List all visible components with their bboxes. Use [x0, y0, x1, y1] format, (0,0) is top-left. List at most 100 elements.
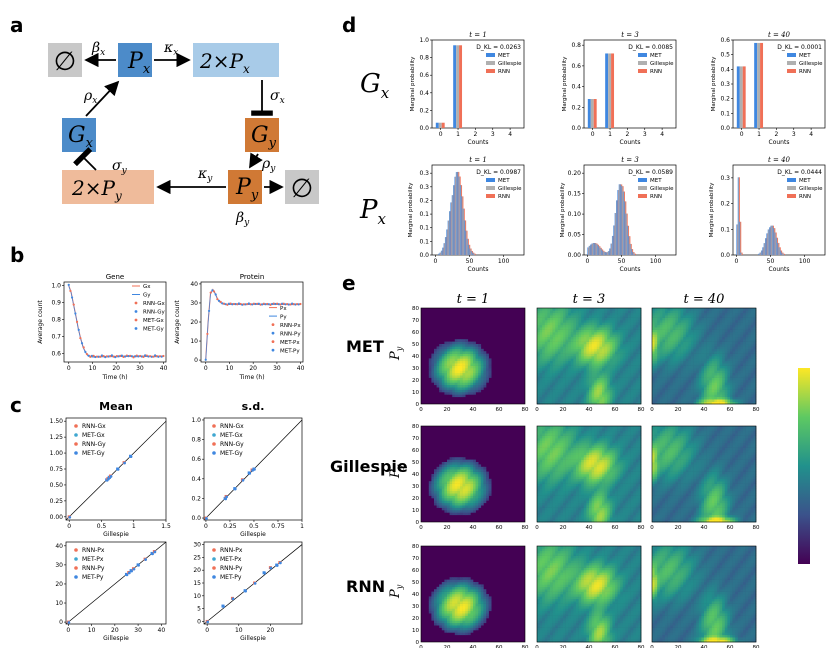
e02-cell	[745, 394, 749, 398]
e00-cell	[441, 363, 445, 366]
c2-xtick-label: 1	[300, 523, 304, 530]
dg-legend-label: Gillespie	[650, 61, 674, 67]
e01-cell	[560, 339, 564, 342]
e01-cell	[557, 370, 561, 374]
e10-cell	[475, 478, 479, 482]
e02-cell	[691, 317, 694, 321]
e00-cell	[447, 346, 450, 350]
e02-cell	[683, 387, 687, 390]
b2-marker	[286, 302, 289, 306]
e01-cell	[617, 382, 621, 386]
e02-cell	[709, 394, 713, 398]
e00-cell	[452, 375, 456, 378]
e00-cell	[473, 363, 476, 366]
e01-cell	[620, 336, 624, 340]
e00-cell	[441, 353, 445, 357]
e00-cell	[480, 365, 484, 369]
e00-cell	[457, 358, 461, 362]
e10-cell	[428, 493, 432, 496]
e10-cell	[462, 495, 466, 499]
e02-cell	[732, 346, 736, 350]
e01-cell	[596, 322, 600, 326]
e02-cell	[704, 322, 707, 326]
e00-cell	[452, 365, 456, 369]
e01-cell	[563, 346, 566, 350]
e01-cell	[638, 356, 642, 359]
e01-cell	[596, 334, 600, 338]
e02-cell	[683, 363, 687, 366]
e01-cell	[609, 353, 613, 357]
e02-cell	[675, 370, 679, 374]
e00-cell	[434, 356, 437, 359]
e02-cell	[714, 363, 718, 366]
e01-cell	[625, 329, 629, 333]
e00-cell	[457, 351, 461, 354]
c1-legend-label: MET-Gy	[82, 450, 105, 457]
e01-cell	[573, 401, 577, 405]
e01-cell	[560, 396, 564, 400]
e10-cell	[478, 505, 482, 508]
e01-cell	[542, 336, 546, 340]
e10-cell	[467, 495, 471, 499]
e02-cell	[701, 396, 705, 400]
e10-cell	[439, 476, 443, 480]
e01-cell	[539, 332, 543, 335]
dp-bar	[596, 243, 598, 255]
e01-cell	[550, 372, 553, 376]
e02-cell	[750, 368, 754, 371]
e01-cell	[544, 346, 548, 350]
e01-cell	[550, 324, 553, 328]
e01-cell	[544, 380, 548, 383]
e01-cell	[578, 365, 582, 369]
e02-cell	[672, 341, 676, 345]
e01-cell	[589, 315, 592, 318]
e02-cell	[745, 308, 749, 311]
e02-cell	[654, 387, 658, 390]
e02-cell	[745, 387, 749, 390]
e10-cell	[460, 457, 463, 460]
e01-cell	[563, 394, 566, 398]
row-label-gx: Gx	[360, 69, 390, 102]
e01-cell	[586, 334, 590, 338]
dp-bar	[590, 244, 592, 255]
e01-cell	[615, 320, 618, 323]
e01-cell	[565, 358, 569, 362]
e02-cell	[696, 375, 700, 378]
e02-cell	[685, 332, 689, 335]
dp-bar	[622, 191, 624, 255]
e02-cell	[743, 327, 746, 330]
e01-cell	[539, 356, 543, 359]
e02-cell	[730, 310, 733, 314]
e02-cell	[724, 375, 728, 378]
e02-cell	[704, 344, 707, 347]
e01-cell	[633, 363, 637, 366]
e02-cell	[691, 324, 694, 328]
e02-cell	[743, 358, 746, 362]
e01-cell	[635, 329, 639, 333]
dp-legend-label: RNN	[650, 194, 662, 200]
e02-cell	[662, 377, 666, 381]
e10-cell	[434, 495, 437, 499]
e00-cell	[460, 375, 463, 378]
e02-cell	[698, 329, 702, 333]
e01-cell	[539, 363, 543, 366]
e10-cell	[444, 500, 448, 504]
e02-cell	[722, 387, 726, 390]
dp-legend-label: Gillespie	[799, 186, 823, 192]
e02-cell	[688, 370, 692, 374]
e01-cell	[555, 363, 559, 366]
e02-cell	[678, 382, 681, 386]
e00-cell	[454, 392, 458, 395]
e02-cell	[724, 365, 728, 369]
e02-cell	[711, 382, 715, 386]
e01-cell	[583, 396, 587, 400]
e01-cell	[591, 396, 595, 400]
e02-cell	[693, 308, 697, 311]
e02-cell	[652, 356, 655, 359]
e02-cell	[662, 315, 666, 318]
chart-sd-protein-scatter: 0 10 20051015202530GillespieRNN-PxMET-PxRN…	[193, 542, 303, 642]
e01-cell	[573, 317, 577, 321]
e10-cell	[467, 462, 471, 465]
e02-cell	[717, 324, 720, 328]
e02-cell	[678, 370, 681, 374]
